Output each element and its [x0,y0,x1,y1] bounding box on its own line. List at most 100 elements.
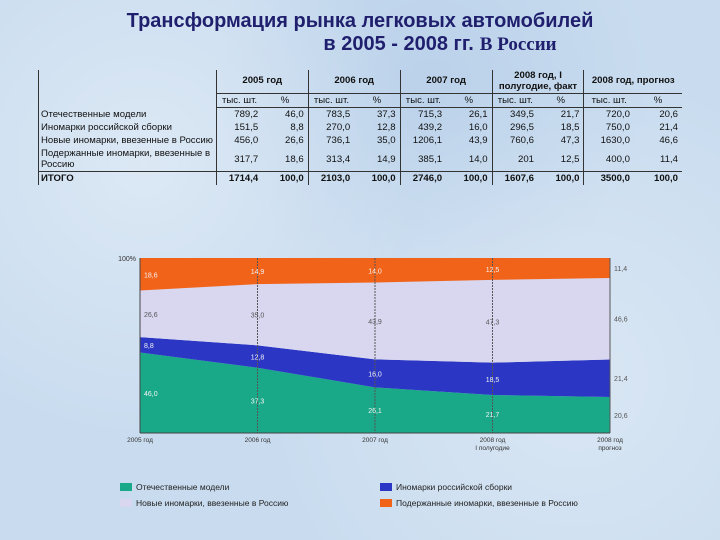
cell-value: 47,3 [560,135,580,147]
unit-header: тыс. шт. [491,93,539,109]
cell-value: 12,8 [376,122,396,134]
data-label: 12,5 [486,267,500,274]
cell-value: 1630,0 [583,134,634,148]
stacked-area-chart: 100% 46,0 37,3 26,1 21,7 20,6 8,8 12,8 16,0 18,5 2… [118,256,628,452]
total-value: 100,0 [446,171,493,186]
cell-value: 400,0 [583,147,634,172]
x-tick-label: 2005 год [127,437,153,444]
x-tick-label: 2008 год [597,437,623,444]
unit-header: тыс. шт. [583,93,634,109]
area-series-2 [140,277,610,363]
cell-value: 16,0 [468,122,488,134]
cell-value: 14,9 [376,153,396,165]
cell-value: 12,5 [560,153,580,165]
data-label: 11,4 [614,266,627,273]
total-value: 1607,6 [491,171,539,186]
unit-header: % [354,93,401,109]
title-period: в 2005 - 2008 гг. [323,33,474,55]
cell-value: 750,0 [583,121,634,135]
cell-value: 18,5 [560,122,580,134]
year-header: 2007 год [399,70,493,95]
unit-header: % [262,93,309,109]
cell-value: 46,0 [285,109,304,121]
data-label: 21,7 [486,412,500,419]
chart-legend: Отечественные модели Иномарки российской … [120,478,620,510]
cell-value: 26,6 [285,135,304,147]
cell-value: 43,9 [468,135,488,147]
table-corner [38,93,217,108]
cell-value: 151,5 [215,121,263,135]
cell-value: 385,1 [399,147,447,172]
data-label: 12,8 [251,355,265,362]
total-value: 100,0 [262,171,309,186]
legend-swatch [380,483,392,491]
cell-value: 456,0 [215,134,263,148]
row-label: Новые иномарки, ввезенные в Россию [38,134,217,148]
unit-header: % [538,93,584,109]
data-label: 18,6 [144,272,158,279]
cell-value: 783,5 [307,107,355,122]
cell-value: 26,1 [468,109,488,121]
x-tick-label-line2: I полугодие [475,445,510,452]
y-tick-label: 100% [118,256,136,263]
total-value: 1714,4 [215,171,263,186]
title-line-2: в 2005 - 2008 гг. В России [323,33,556,56]
cell-value: 8,8 [290,122,304,134]
x-tick-label: 2007 год [362,437,388,444]
legend-label: Иномарки российской сборки [396,482,513,492]
row-label: Подержанные иномарки, ввезенные в Россию [38,147,217,172]
unit-header: тыс. шт. [307,93,355,109]
cell-value: 18,6 [285,153,304,165]
data-label: 47,3 [486,319,500,326]
legend-swatch [120,499,132,507]
x-tick-label: 2008 год [480,437,506,444]
data-label: 16,0 [368,371,382,378]
cell-value: 201 [491,147,539,172]
data-label: 14,0 [368,268,382,275]
legend-label: Подержанные иномарки, ввезенные в Россию [396,498,578,508]
total-value: 2746,0 [399,171,447,186]
cell-value: 1206,1 [399,134,447,148]
cell-value: 21,4 [659,122,678,134]
cell-value: 349,5 [491,107,539,122]
table-row: Иномарки российской сборки 151,5 8,8 270,0 1… [38,121,683,135]
table-row: Подержанные иномарки, ввезенные в Россию… [38,147,683,172]
total-value: 3500,0 [583,171,634,186]
total-label: ИТОГО [38,171,217,186]
table-row: Новые иномарки, ввезенные в Россию 456,0 2… [38,134,683,148]
unit-header: тыс. шт. [215,93,263,109]
unit-header: тыс. шт. [399,93,447,109]
year-header: 2008 год, прогноз [583,70,682,95]
data-label: 35,0 [251,313,265,320]
total-value: 100,0 [354,171,401,186]
cell-value: 14,0 [468,153,488,165]
unit-header: % [633,93,682,109]
cell-value: 35,0 [376,135,396,147]
data-label: 18,5 [486,377,500,384]
cell-value: 20,6 [659,109,678,121]
cell-value: 296,5 [491,121,539,135]
total-value: 2103,0 [307,171,355,186]
table-row: Отечественные модели 789,2 46,0 783,5 37,3 71… [38,107,683,122]
total-value: 100,0 [538,171,584,186]
cell-value: 21,7 [560,109,580,121]
cell-value: 760,6 [491,134,539,148]
data-label: 26,1 [368,408,382,415]
legend-swatch [380,499,392,507]
year-header: 2008 год, I полугодие, факт [491,70,584,95]
year-header: 2006 год [307,70,401,95]
title-country: В России [479,34,557,55]
cell-value: 736,1 [307,134,355,148]
legend-item: Подержанные иномарки, ввезенные в Россию [380,498,578,508]
slide-title: Трансформация рынка легковых автомобилей… [0,10,720,56]
cell-value: 720,0 [583,107,634,122]
legend-swatch [120,483,132,491]
cell-value: 789,2 [215,107,263,122]
data-label: 46,6 [614,317,628,324]
cell-value: 317,7 [215,147,263,172]
year-header: 2005 год [215,70,309,95]
legend-item: Отечественные модели [120,482,229,492]
market-table: 2005 год 2006 год 2007 год 2008 год, I полу… [38,70,683,186]
table-year-header: 2005 год 2006 год 2007 год 2008 год, I полу… [38,70,682,95]
data-label: 20,6 [614,413,628,420]
